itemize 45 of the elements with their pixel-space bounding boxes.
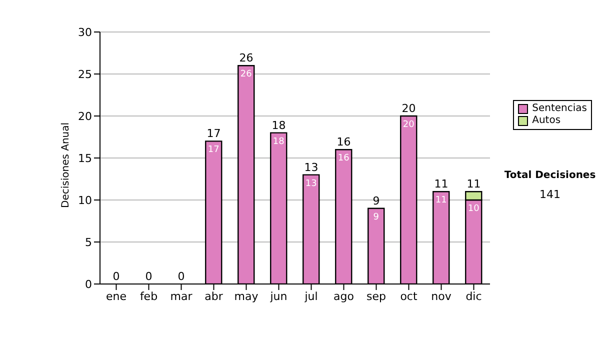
total-label: 20 (402, 102, 416, 115)
text: Total Decisiones (503, 170, 597, 181)
y-tick-label: 25 (78, 68, 92, 81)
x-tick-label: abr (204, 290, 224, 303)
total-label: 18 (272, 118, 286, 132)
legend-label: Sentencias (532, 103, 587, 115)
data-label: 10 (468, 204, 480, 214)
y-axis-title: Decisiones Anual (60, 122, 72, 208)
total-label: 9 (372, 194, 380, 208)
data-label: 13 (305, 178, 317, 189)
total-label: 0 (145, 270, 152, 283)
y-tick-label: 10 (78, 194, 92, 207)
total-label: 16 (336, 136, 351, 149)
x-tick-label: dic (466, 290, 482, 303)
total-label: 0 (112, 270, 120, 283)
data-label: 26 (240, 70, 252, 80)
y-tick-label: 5 (85, 236, 92, 249)
x-tick-label: sep (366, 290, 386, 303)
x-tick-label: jul (304, 290, 318, 303)
total-label: 13 (304, 160, 318, 174)
total-label: 26 (239, 52, 254, 65)
data-label: 9 (373, 212, 380, 222)
data-label: 17 (208, 145, 220, 156)
x-tick-label: feb (140, 290, 158, 303)
data-label: 20 (402, 120, 415, 130)
data-label: 11 (435, 196, 447, 206)
x-tick-label: may (234, 290, 259, 303)
x-tick-label: mar (170, 290, 193, 303)
total-label: 17 (206, 127, 221, 140)
y-tick-label: 0 (85, 278, 92, 291)
total-label: 11 (434, 178, 448, 191)
y-tick-label: 20 (78, 110, 92, 123)
y-tick-label: 15 (78, 152, 92, 165)
x-tick-label: nov (431, 290, 452, 303)
x-tick-label: oct (400, 290, 418, 303)
x-tick-label: ago (334, 290, 354, 303)
total-label: 0 (178, 270, 185, 283)
data-label: 18 (272, 136, 285, 147)
legend-label: Autos (532, 115, 561, 127)
text: 141 (538, 188, 562, 201)
y-tick-label: 30 (78, 26, 92, 39)
x-tick-label: ene (106, 290, 127, 303)
x-tick-label: jun (269, 290, 288, 303)
total-label: 11 (466, 178, 481, 191)
data-label: 16 (338, 154, 350, 164)
